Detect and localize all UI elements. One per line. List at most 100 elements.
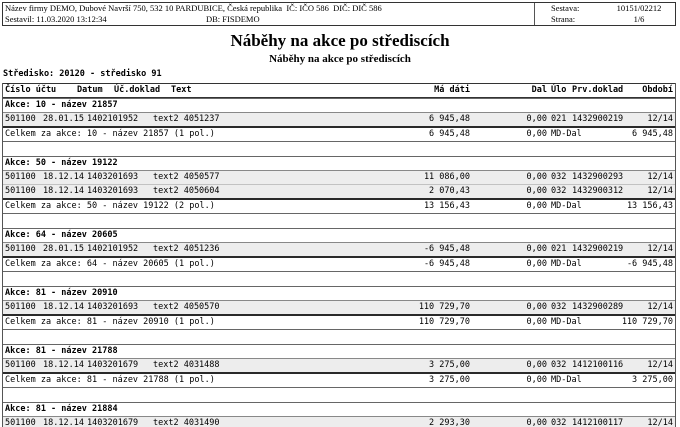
section-title: Akce: 10 - název 21857 (3, 98, 675, 113)
report-table: Číslo účtu Datum Úč.doklad Text Má dáti … (2, 83, 676, 427)
total-dal: 0,00 (526, 317, 547, 327)
table-row: 501100 18.12.14 1403201679 text2 4031490… (3, 417, 675, 427)
section-gap (3, 214, 675, 228)
cell-dal: 0,00 (526, 302, 547, 312)
section-total-row: Celkem za akce: 81 - název 21788 (1 pol.… (3, 372, 675, 388)
cell-datum: 18.12.14 (43, 172, 84, 182)
cell-text: text2 4050604 (153, 186, 220, 196)
cell-datum: 28.01.15 (43, 244, 84, 254)
col-madati: Má dáti (434, 85, 470, 95)
cell-doklad: 1403201679 (87, 360, 139, 370)
cell-datum: 18.12.14 (43, 186, 84, 196)
total-mddal: MD-Dal (551, 375, 582, 385)
section-title: Akce: 64 - název 20605 (3, 228, 675, 243)
cell-madati: 2 293,30 (429, 418, 470, 427)
total-madati: 110 729,70 (418, 317, 470, 327)
cell-dal: 0,00 (526, 172, 547, 182)
cell-dal: 0,00 (526, 114, 547, 124)
cell-madati: 6 945,48 (429, 114, 470, 124)
cell-obdobi: 12/14 (647, 360, 673, 370)
cell-ucet: 501100 (5, 244, 36, 254)
total-madati: 13 156,43 (423, 201, 470, 211)
cell-madati: 2 070,43 (429, 186, 470, 196)
cell-text: text2 4051237 (153, 114, 220, 124)
table-row: 501100 28.01.15 1402101952 text2 4051237… (3, 113, 675, 126)
section-title-text: Akce: 64 - název 20605 (5, 230, 118, 240)
cell-doklad: 1403201693 (87, 172, 139, 182)
section-gap (3, 330, 675, 344)
cell-datum: 18.12.14 (43, 360, 84, 370)
total-dal: 0,00 (526, 375, 547, 385)
section-total-row: Celkem za akce: 50 - název 19122 (2 pol.… (3, 198, 675, 214)
total-dal: 0,00 (526, 259, 547, 269)
cell-prv: 1432900219 (572, 244, 624, 254)
cell-ucet: 501100 (5, 418, 36, 427)
page-header-box: Název firmy DEMO, Dubové Navrší 750, 532… (2, 2, 676, 26)
total-saldo: 13 156,43 (626, 201, 673, 211)
col-prv: Prv.doklad (572, 85, 624, 95)
table-row: 501100 18.12.14 1403201693 text2 4050604… (3, 184, 675, 198)
table-row: 501100 18.12.14 1403201679 text2 4031488… (3, 359, 675, 372)
cell-datum: 18.12.14 (43, 302, 84, 312)
cell-ucet: 501100 (5, 360, 36, 370)
cell-dal: 0,00 (526, 186, 547, 196)
cell-prv: 1432900293 (572, 172, 624, 182)
cell-prv: 1432900289 (572, 302, 624, 312)
report-title: Náběhy na akce po střediscích (230, 31, 450, 50)
page-number-row: Strana: 1/6 (535, 14, 675, 25)
total-label: Celkem za akce: 81 - název 21788 (1 pol.… (5, 375, 215, 385)
cell-ucet: 501100 (5, 114, 36, 124)
cell-obdobi: 12/14 (647, 418, 673, 427)
total-madati: 6 945,48 (429, 129, 470, 139)
section-total-row: Celkem za akce: 81 - název 20910 (1 pol.… (3, 314, 675, 330)
section-title-text: Akce: 81 - název 20910 (5, 288, 118, 298)
cell-madati: 3 275,00 (429, 360, 470, 370)
page-number-value: 1/6 (633, 14, 645, 24)
cell-prv: 1432900312 (572, 186, 624, 196)
col-datum: Datum (77, 85, 103, 95)
cell-dal: 0,00 (526, 360, 547, 370)
cell-ulo: 032 (551, 360, 567, 370)
cell-ucet: 501100 (5, 302, 36, 312)
col-obdobi: Období (642, 85, 673, 95)
cell-doklad: 1402101952 (87, 244, 139, 254)
cell-obdobi: 12/14 (647, 114, 673, 124)
cell-text: text2 4050577 (153, 172, 220, 182)
cell-ulo: 032 (551, 172, 567, 182)
cell-ulo: 021 (551, 244, 567, 254)
cost-center-line: Středisko: 20120 - středisko 91 (3, 69, 162, 79)
total-mddal: MD-Dal (551, 259, 582, 269)
cell-madati: 110 729,70 (418, 302, 470, 312)
total-saldo: 6 945,48 (632, 129, 673, 139)
total-label: Celkem za akce: 10 - název 21857 (1 pol.… (5, 129, 215, 139)
total-saldo: -6 945,48 (626, 259, 673, 269)
report-number-row: Sestava: 10151/02212 (535, 3, 675, 14)
total-mddal: MD-Dal (551, 129, 582, 139)
cell-text: text2 4050570 (153, 302, 220, 312)
col-doklad: Úč.doklad (114, 85, 161, 95)
report-subtitle: Náběhy na akce po střediscích (269, 53, 411, 65)
section-title-text: Akce: 10 - název 21857 (5, 100, 118, 110)
total-mddal: MD-Dal (551, 201, 582, 211)
cell-ulo: 032 (551, 302, 567, 312)
section-title-text: Akce: 81 - název 21884 (5, 404, 118, 414)
cell-text: text2 4031490 (153, 418, 220, 427)
cell-doklad: 1403201679 (87, 418, 139, 427)
page-header-right: Sestava: 10151/02212 Strana: 1/6 (534, 3, 675, 25)
col-ucet: Číslo účtu (5, 85, 57, 95)
cell-prv: 1412100116 (572, 360, 624, 370)
cell-datum: 28.01.15 (43, 114, 84, 124)
cell-doklad: 1402101952 (87, 114, 139, 124)
cell-obdobi: 12/14 (647, 172, 673, 182)
total-madati: 3 275,00 (429, 375, 470, 385)
total-saldo: 110 729,70 (621, 317, 673, 327)
section-title: Akce: 81 - název 21884 (3, 402, 675, 417)
section-title: Akce: 50 - název 19122 (3, 156, 675, 171)
cell-dal: 0,00 (526, 244, 547, 254)
table-row: 501100 28.01.15 1402101952 text2 4051236… (3, 243, 675, 256)
total-label: Celkem za akce: 50 - název 19122 (2 pol.… (5, 201, 215, 211)
cell-obdobi: 12/14 (647, 186, 673, 196)
section-total-row: Celkem za akce: 64 - název 20605 (1 pol.… (3, 256, 675, 272)
total-mddal: MD-Dal (551, 317, 582, 327)
cell-ulo: 021 (551, 114, 567, 124)
